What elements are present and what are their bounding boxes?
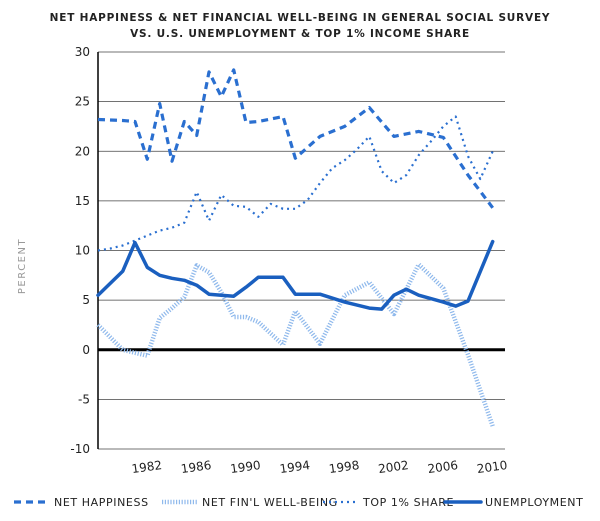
x-axis-ticks: 1982 1986 1990 1994 1998 2002 2006 2010 <box>131 458 509 476</box>
x-tick-label: 2010 <box>476 458 508 476</box>
series-line-top-1-share <box>97 115 494 252</box>
y-axis-label: PERCENT <box>17 238 28 294</box>
chart-title-line-1: NET HAPPINESS & NET FINANCIAL WELL-BEING… <box>50 12 551 24</box>
x-tick-label: 1994 <box>279 458 311 476</box>
y-tick-label: 25 <box>75 95 90 109</box>
legend-item: TOP 1% SHARE <box>323 496 454 509</box>
y-tick-label: 15 <box>75 194 90 208</box>
series-lines <box>96 68 495 427</box>
y-axis-ticks: -10 -5 0 5 10 15 20 25 30 <box>70 45 90 456</box>
series-line-unemployment <box>96 239 495 311</box>
y-tick-label: 0 <box>82 343 90 357</box>
legend-label: TOP 1% SHARE <box>362 496 454 509</box>
y-tick-label: -10 <box>70 442 90 456</box>
legend-label: NET HAPPINESS <box>54 496 149 509</box>
x-tick-label: 1990 <box>229 458 261 476</box>
chart-title-line-2: VS. U.S. UNEMPLOYMENT & TOP 1% INCOME SH… <box>130 28 470 40</box>
x-tick-label: 2006 <box>427 458 459 476</box>
x-tick-label: 1998 <box>328 458 360 476</box>
legend-item: NET FIN'L WELL-BEING <box>162 496 338 509</box>
x-tick-label: 1982 <box>131 458 163 476</box>
x-tick-label: 2002 <box>377 458 409 476</box>
y-tick-label: 10 <box>75 244 90 258</box>
y-tick-label: 5 <box>82 293 90 307</box>
legend-label: NET FIN'L WELL-BEING <box>202 496 338 509</box>
legend-item: UNEMPLOYMENT <box>443 496 583 509</box>
legend: NET HAPPINESS NET FIN'L WELL-BEING TOP 1% … <box>14 496 583 509</box>
y-tick-label: 30 <box>75 45 90 59</box>
series-line-net-happiness <box>97 68 494 209</box>
legend-item: NET HAPPINESS <box>14 496 149 509</box>
x-tick-label: 1986 <box>180 458 212 476</box>
legend-label: UNEMPLOYMENT <box>485 496 583 509</box>
series-line-net-fin-l-well-being <box>96 262 495 427</box>
y-tick-label: 20 <box>75 144 90 158</box>
grid <box>97 51 505 450</box>
y-tick-label: -5 <box>78 392 90 406</box>
